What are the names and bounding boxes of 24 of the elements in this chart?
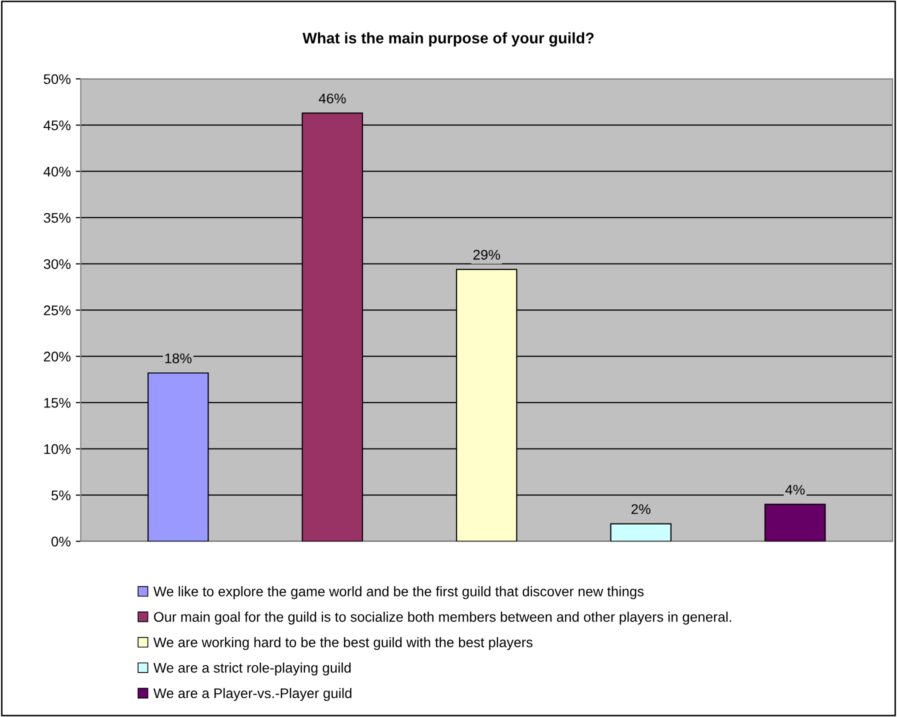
legend-label: We are a Player-vs.-Player guild <box>153 688 352 701</box>
y-tick-label: 40% <box>44 166 71 177</box>
y-tick-label: 5% <box>51 490 71 500</box>
y-tick-label: 10% <box>44 444 71 454</box>
y-tick-label: 50% <box>44 74 71 84</box>
bar <box>764 504 826 542</box>
y-tick-label: 30% <box>44 259 71 270</box>
legend-label: We like to explore the game world and be the first guild that discover new things <box>153 586 644 600</box>
legend-label: We are a strict role-playing guild <box>153 662 351 676</box>
data-label: 2% <box>632 504 650 514</box>
chart-title: What is the main purpose of your guild? <box>302 32 594 47</box>
legend-label: We are working hard to be the best guild with the best players <box>153 637 532 650</box>
y-tick-label: 20% <box>44 352 71 362</box>
data-label: 4% <box>785 484 805 495</box>
y-tick-label: 45% <box>44 120 71 130</box>
legend-label: Our main goal for the guild is to socialize both members between and other players in general. <box>154 612 732 625</box>
y-tick-label: 35% <box>44 212 71 223</box>
data-label: 18% <box>165 353 192 364</box>
data-label: 29% <box>473 250 500 260</box>
data-label: 46% <box>318 94 346 104</box>
bar <box>610 523 672 542</box>
y-tick-label: 25% <box>44 305 71 316</box>
y-tick-label: 0% <box>51 536 71 547</box>
y-tick-label: 15% <box>44 398 71 408</box>
